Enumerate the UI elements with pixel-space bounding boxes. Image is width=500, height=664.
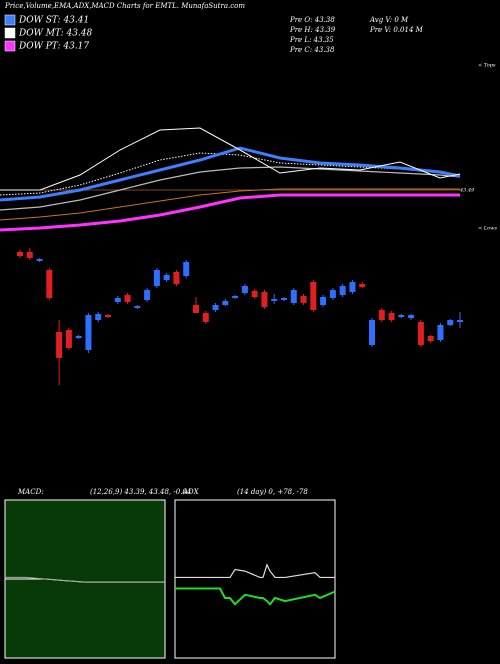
- candle-body: [134, 306, 141, 308]
- series-line: [0, 166, 461, 211]
- candle-body: [271, 299, 278, 301]
- candle-body: [329, 290, 336, 298]
- candle-body: [17, 252, 23, 256]
- candle-body: [261, 292, 268, 307]
- candle-body: [281, 298, 287, 300]
- candle-body: [408, 315, 415, 318]
- chart-label: (14 day) 0, +78, -78: [237, 488, 308, 496]
- candle-body: [378, 310, 385, 320]
- chart-title: Price,Volume,EMA,ADX,MACD Charts for EMT…: [4, 2, 245, 10]
- candle-body: [212, 305, 219, 310]
- candle-body: [300, 296, 307, 303]
- legend-label: DOW ST: 43.41: [18, 16, 89, 26]
- candle-body: [173, 272, 180, 284]
- legend-label: DOW PT: 43.17: [18, 42, 89, 52]
- candle-body: [46, 270, 53, 298]
- chart-label: < Lows: [478, 226, 497, 232]
- candle-body: [320, 297, 327, 305]
- candle-body: [232, 296, 239, 298]
- candle-body: [163, 275, 170, 280]
- series-line: [5, 576, 165, 583]
- candle-body: [153, 270, 160, 286]
- info: Avg V: 0 M: [369, 16, 409, 24]
- chart-label: 43.49: [459, 188, 475, 194]
- candle-body: [241, 286, 248, 293]
- candle-body: [251, 291, 258, 297]
- candle-body: [349, 282, 356, 292]
- candle-body: [202, 313, 209, 322]
- chart-label: (12,26,9) 43.39, 43.48, -0.04: [90, 488, 191, 496]
- candle-body: [417, 322, 424, 345]
- candle-body: [437, 325, 444, 340]
- chart-label: < Tops: [478, 63, 496, 69]
- legend-swatch: [4, 27, 16, 39]
- info: Pre C: 43.38: [289, 46, 335, 54]
- candle-body: [369, 320, 375, 345]
- candle-body: [398, 315, 405, 317]
- chart-label: ADX: [182, 488, 200, 496]
- candle-body: [359, 284, 366, 287]
- adx-panel: [174, 499, 336, 659]
- legend-label: DOW MT: 43.48: [18, 29, 93, 39]
- candle-body: [222, 301, 229, 305]
- candle-body: [65, 330, 72, 348]
- chart-label: MACD:: [17, 488, 44, 496]
- candle-body: [124, 295, 131, 302]
- candle-body: [183, 262, 190, 276]
- candle-body: [36, 259, 43, 261]
- candle-body: [56, 332, 63, 358]
- candle-body: [457, 320, 463, 322]
- candle-body: [85, 315, 92, 350]
- candle-body: [447, 320, 454, 325]
- candle-body: [339, 286, 346, 295]
- candle-body: [26, 252, 33, 258]
- candle-body: [95, 314, 102, 320]
- candle-body: [310, 282, 317, 310]
- candle-body: [388, 313, 395, 320]
- info: Pre L: 43.35: [289, 36, 334, 44]
- candle-body: [193, 305, 199, 313]
- series-line: [0, 146, 461, 202]
- candle-body: [105, 315, 111, 317]
- candle-body: [290, 290, 297, 303]
- series-line: [0, 193, 460, 232]
- info: Pre O: 43.38: [289, 16, 335, 24]
- series-line: [175, 587, 336, 606]
- candle-body: [144, 290, 151, 300]
- candle-body: [427, 336, 434, 341]
- legend-swatch: [4, 40, 16, 52]
- candle-body: [75, 336, 82, 338]
- info: Pre V: 0.014 M: [369, 26, 424, 34]
- series-line: [175, 563, 335, 579]
- candle-body: [114, 298, 121, 302]
- series-line: [0, 188, 460, 221]
- legend-swatch: [4, 14, 16, 26]
- info: Pre H: 43.39: [289, 26, 336, 34]
- series-line: [0, 127, 461, 191]
